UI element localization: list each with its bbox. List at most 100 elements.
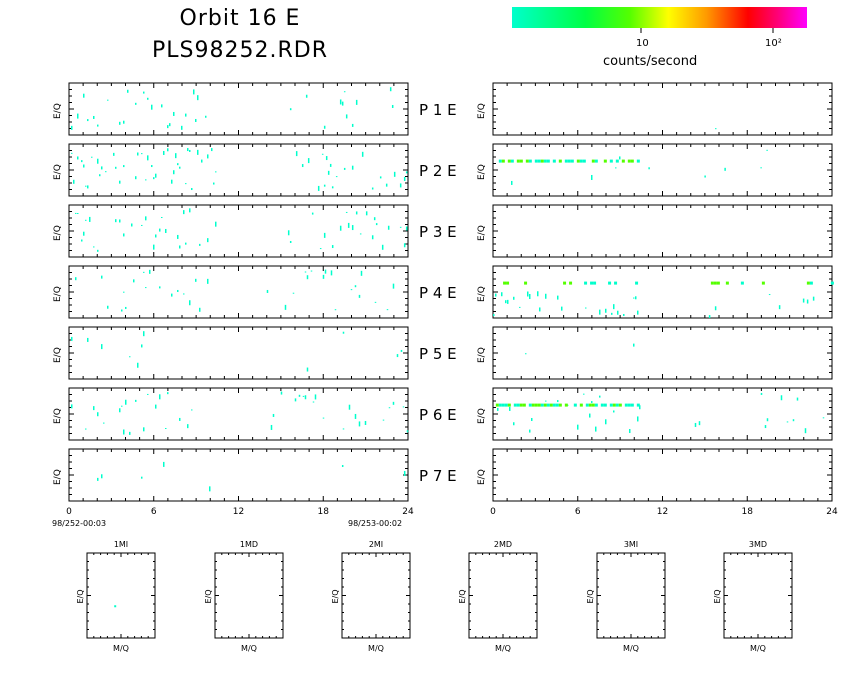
right-data-pixel [591, 174, 593, 180]
left-data-pixel [354, 285, 357, 288]
left-data-pixel [101, 344, 103, 350]
left-data-pixel [355, 211, 358, 215]
left-data-pixel [153, 177, 155, 180]
left-data-pixel [171, 179, 173, 184]
right-data-pixel [545, 400, 547, 402]
small-panel-ylabel: E/Q [713, 589, 722, 603]
right-data-pixel [639, 405, 641, 410]
left-data-pixel [121, 309, 123, 312]
left-data-pixel [85, 185, 87, 187]
left-panel-1-frame [68, 82, 409, 136]
right-band-pixel [710, 281, 714, 285]
left-data-pixel [266, 289, 269, 293]
left-data-pixel [373, 217, 376, 221]
right-band-pixel [593, 281, 597, 285]
right-data-pixel [615, 167, 617, 169]
left-data-pixel [330, 270, 333, 276]
left-data-pixel [123, 291, 125, 293]
right-band-pixel [627, 159, 631, 163]
left-data-pixel [381, 244, 384, 250]
left-data-pixel [343, 167, 346, 170]
right-data-pixel [537, 291, 539, 297]
left-data-pixel [187, 148, 189, 152]
left-data-pixel [339, 99, 342, 105]
small-panel-point [114, 605, 117, 608]
right-band-pixel [588, 403, 592, 407]
right-band-pixel [569, 281, 573, 285]
left-data-pixel [127, 89, 129, 93]
left-data-pixel [73, 179, 75, 184]
left-data-pixel [305, 94, 308, 98]
right-band-pixel [534, 159, 538, 163]
right-data-pixel [605, 308, 607, 313]
right-band-pixel [503, 281, 507, 285]
left-panel-6-frame [68, 387, 409, 441]
panel-label: P 5 E [419, 345, 457, 363]
left-data-pixel [101, 166, 103, 170]
left-data-pixel [71, 336, 73, 341]
small-panel-title: 2MD [494, 540, 512, 549]
left-data-pixel [85, 219, 87, 221]
right-band-pixel [590, 281, 594, 285]
ylabel-right: E/Q [477, 286, 487, 302]
right-data-pixel [507, 299, 509, 304]
right-band-pixel [618, 403, 622, 407]
right-band-pixel [537, 403, 541, 407]
left-data-pixel [147, 97, 149, 100]
right-data-pixel [802, 298, 805, 303]
left-data-pixel [83, 93, 85, 98]
right-data-pixel [637, 310, 639, 315]
left-data-pixel [371, 235, 374, 240]
x-tick-label: 18 [742, 507, 754, 517]
left-data-pixel [169, 123, 171, 127]
right-band-pixel [546, 159, 550, 163]
right-band-pixel [558, 403, 562, 407]
right-band-pixel [519, 403, 523, 407]
colorbar-tick-10: 10 [636, 38, 649, 49]
right-band-pixel [563, 281, 567, 285]
left-panel-1 [68, 82, 409, 136]
left-data-pixel [163, 461, 165, 467]
right-data-pixel [599, 395, 601, 398]
right-data-pixel [780, 395, 783, 401]
ylabel-left: E/Q [53, 408, 63, 424]
right-band-pixel [713, 281, 717, 285]
left-data-pixel [342, 331, 345, 334]
left-data-pixel [298, 394, 301, 397]
x-tick-label: 0 [66, 507, 72, 517]
right-panel-4 [492, 265, 833, 319]
left-data-pixel [325, 156, 328, 161]
right-band-pixel [495, 403, 499, 407]
left-data-pixel [289, 108, 292, 111]
right-data-pixel [778, 305, 781, 310]
left-data-pixel [155, 173, 157, 178]
right-data-pixel [766, 418, 769, 422]
left-data-pixel [207, 154, 209, 159]
left-data-pixel [85, 428, 87, 430]
left-data-pixel [99, 174, 101, 177]
right-band-pixel [576, 159, 580, 163]
right-band-pixel [627, 403, 631, 407]
left-data-pixel [165, 228, 167, 233]
right-panel-2-frame [492, 143, 833, 197]
right-data-pixel [611, 312, 613, 315]
left-data-pixel [75, 212, 77, 214]
left-data-pixel [119, 121, 121, 125]
left-data-pixel [341, 101, 344, 106]
left-data-pixel [143, 271, 145, 273]
right-data-pixel [529, 294, 531, 300]
left-data-pixel [306, 367, 309, 372]
left-data-pixel [77, 113, 79, 119]
left-data-pixel [400, 349, 403, 352]
panel-label: P 2 E [419, 162, 457, 180]
x-tick-label: 24 [826, 507, 838, 517]
right-data-pixel [589, 413, 591, 418]
colorbar-label: counts/second [603, 54, 698, 69]
right-data-pixel [557, 295, 559, 300]
left-data-pixel [77, 213, 79, 215]
right-band-pixel [582, 159, 586, 163]
right-panel-7 [492, 448, 833, 502]
left-data-pixel [319, 248, 322, 250]
right-data-pixel [493, 314, 495, 317]
left-data-pixel [89, 216, 91, 222]
